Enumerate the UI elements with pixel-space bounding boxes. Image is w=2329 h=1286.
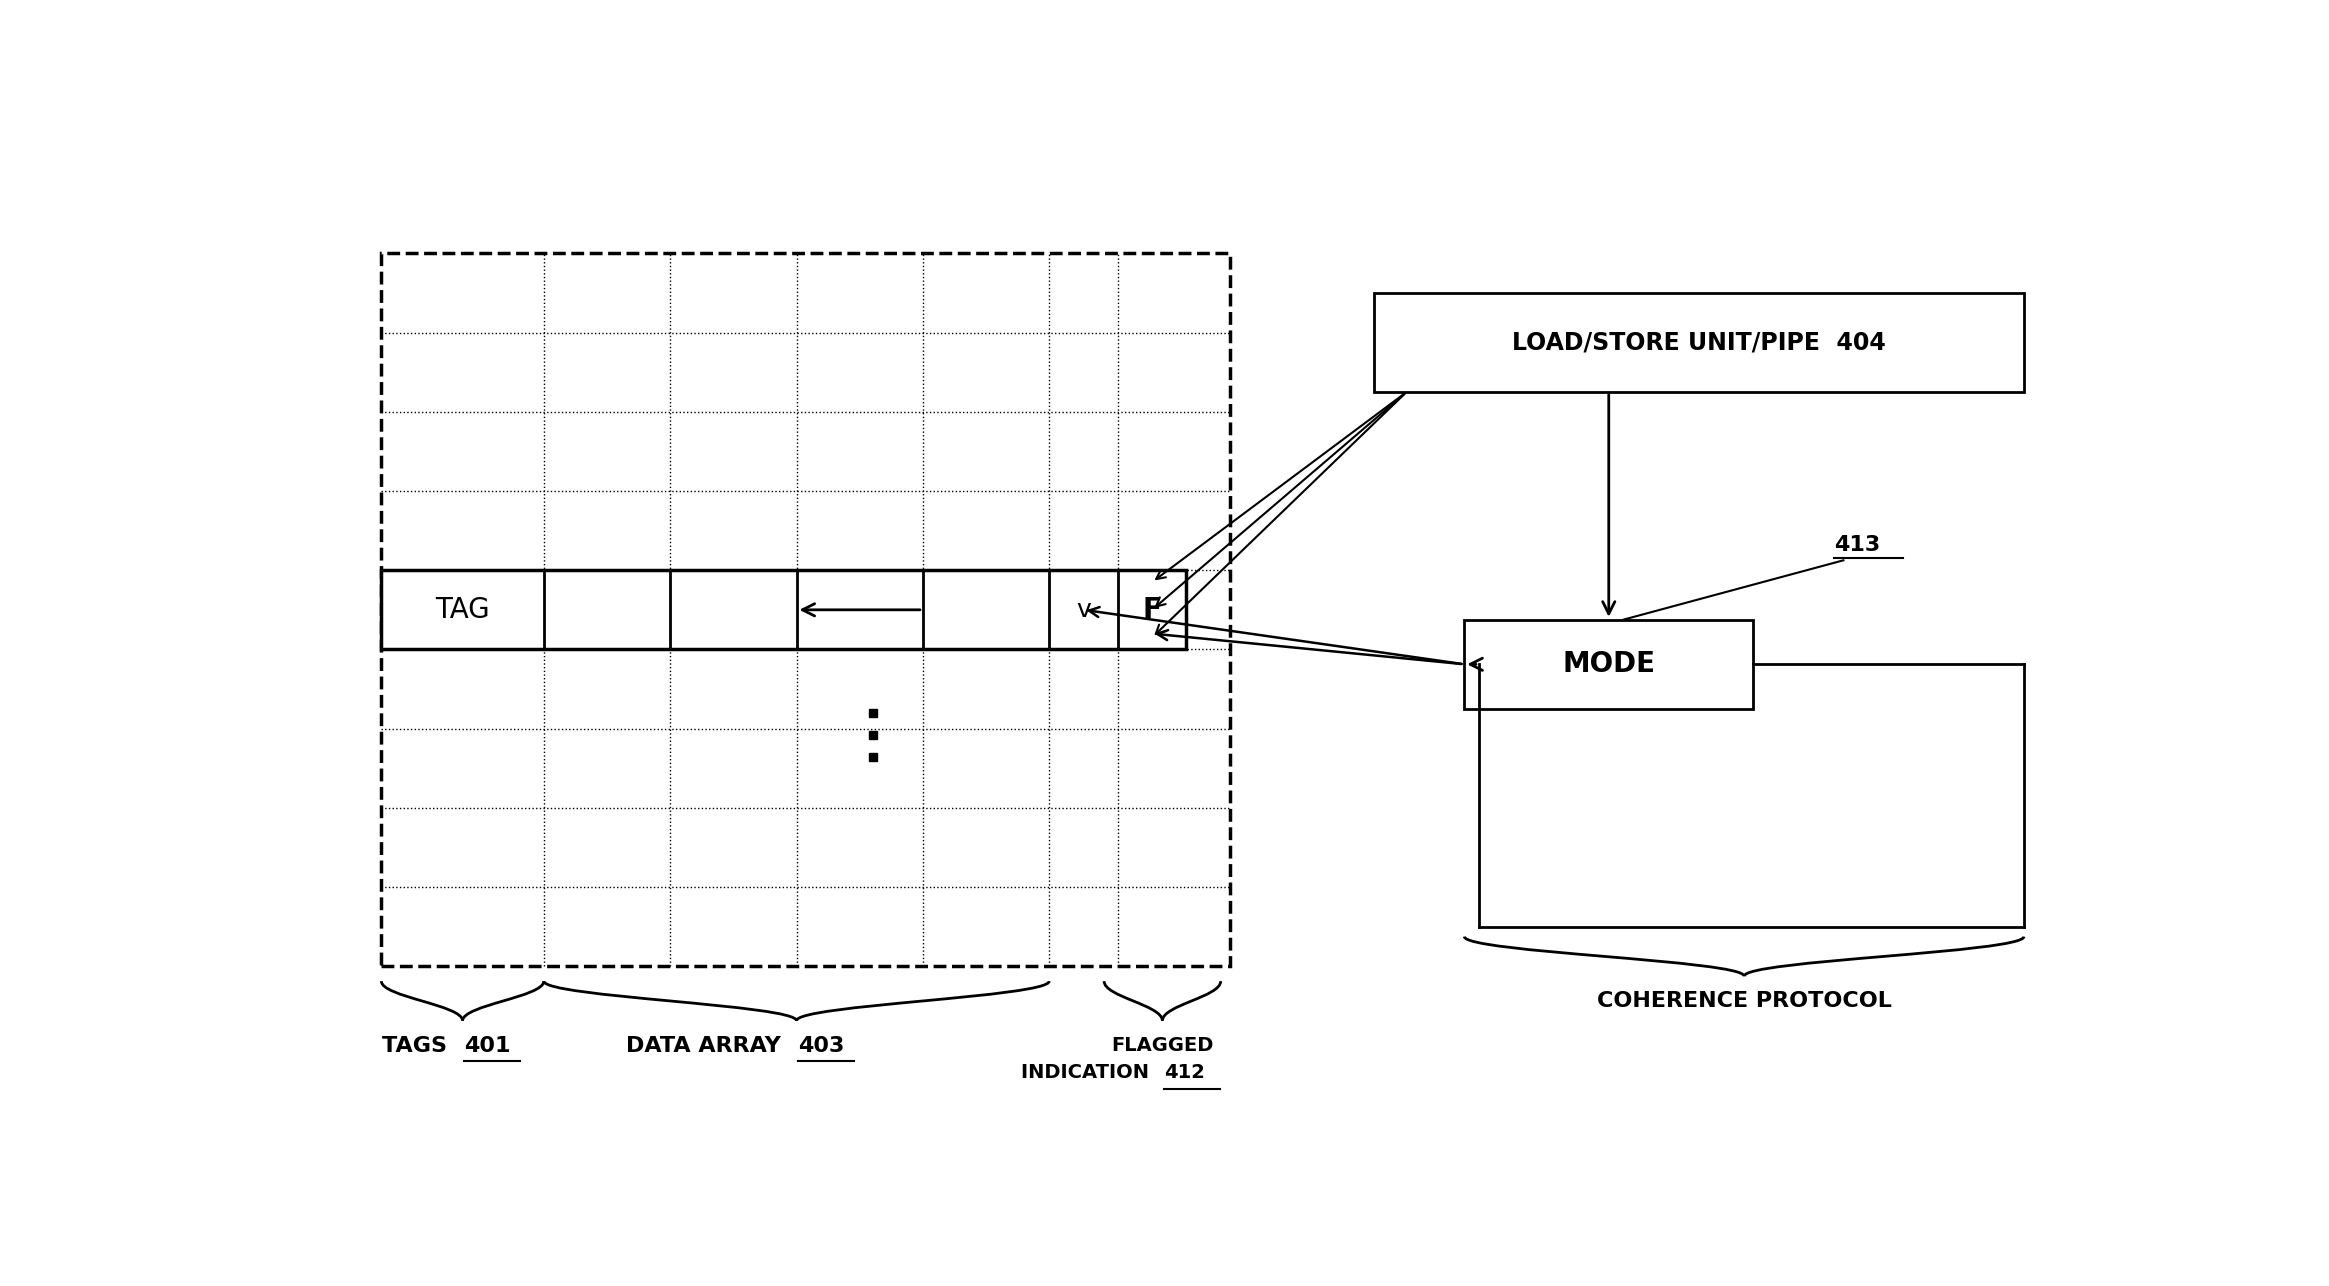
Text: MODE: MODE [1563,651,1656,678]
Text: 412: 412 [1164,1064,1204,1083]
Bar [1465,620,1754,709]
Text: DATA ARRAY: DATA ARRAY [627,1035,797,1056]
Text: 413: 413 [1835,535,1880,556]
Bar [382,570,1185,649]
Text: TAGS: TAGS [382,1035,463,1056]
Text: COHERENCE PROTOCOL: COHERENCE PROTOCOL [1598,992,1891,1011]
Bar [1374,293,2024,392]
Text: LOAD/STORE UNIT/PIPE  404: LOAD/STORE UNIT/PIPE 404 [1512,331,1886,355]
Text: TAG: TAG [436,595,489,624]
Bar [382,253,1230,966]
Text: 403: 403 [799,1035,845,1056]
Text: FLAGGED: FLAGGED [1111,1035,1213,1055]
Text: INDICATION: INDICATION [1020,1064,1162,1083]
Text: v: v [1076,598,1090,622]
Text: 401: 401 [463,1035,510,1056]
Text: F: F [1144,595,1162,624]
